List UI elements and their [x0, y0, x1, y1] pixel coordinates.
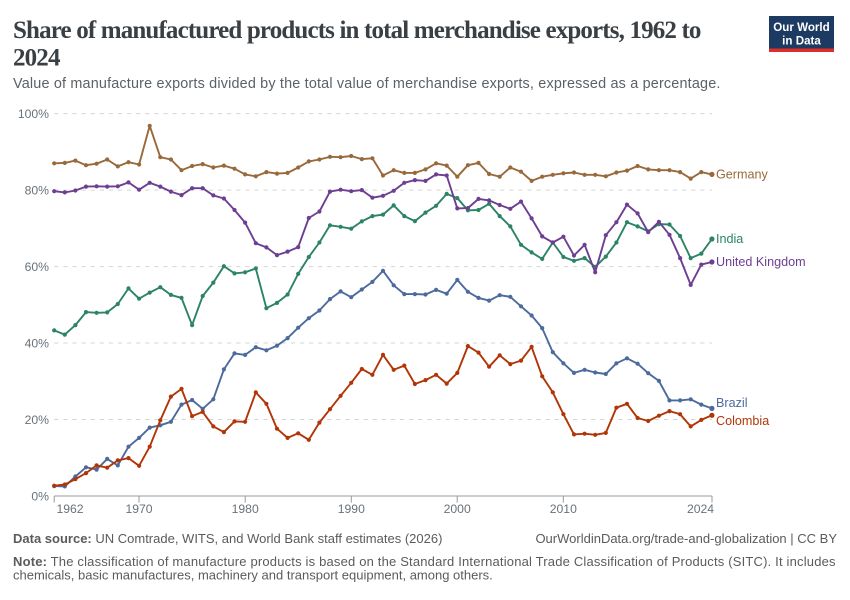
svg-text:60%: 60% [25, 260, 50, 274]
svg-text:chemicals, basic manufactures,: chemicals, basic manufactures, machinery… [13, 568, 493, 583]
svg-text:Colombia: Colombia [716, 414, 769, 428]
svg-text:in Data: in Data [782, 35, 821, 48]
svg-text:1962: 1962 [56, 502, 83, 516]
svg-text:1970: 1970 [125, 502, 152, 516]
svg-text:2024: 2024 [13, 45, 61, 72]
svg-text:1990: 1990 [338, 502, 365, 516]
svg-text:Note: The classification of ma: Note: The classification of manufacture … [13, 554, 836, 569]
svg-text:1980: 1980 [232, 502, 259, 516]
svg-text:2000: 2000 [444, 502, 471, 516]
svg-text:2024: 2024 [687, 502, 714, 516]
svg-text:OurWorldinData.org/trade-and-g: OurWorldinData.org/trade-and-globalizati… [535, 531, 837, 546]
svg-text:Share of manufactured products: Share of manufactured products in total … [13, 17, 701, 44]
svg-text:80%: 80% [25, 184, 50, 198]
svg-text:Our World: Our World [773, 21, 829, 34]
svg-text:India: India [716, 232, 743, 246]
svg-text:100%: 100% [18, 107, 49, 121]
svg-text:Data source: UN Comtrade, WITS: Data source: UN Comtrade, WITS, and Worl… [13, 531, 442, 546]
svg-text:Value of manufacture exports d: Value of manufacture exports divided by … [13, 76, 721, 92]
svg-text:Brazil: Brazil [716, 396, 748, 410]
svg-text:Germany: Germany [716, 168, 768, 182]
svg-text:0%: 0% [31, 489, 49, 503]
svg-text:40%: 40% [25, 336, 50, 350]
svg-text:2010: 2010 [550, 502, 577, 516]
svg-text:20%: 20% [25, 413, 50, 427]
svg-text:United Kingdom: United Kingdom [716, 255, 806, 269]
